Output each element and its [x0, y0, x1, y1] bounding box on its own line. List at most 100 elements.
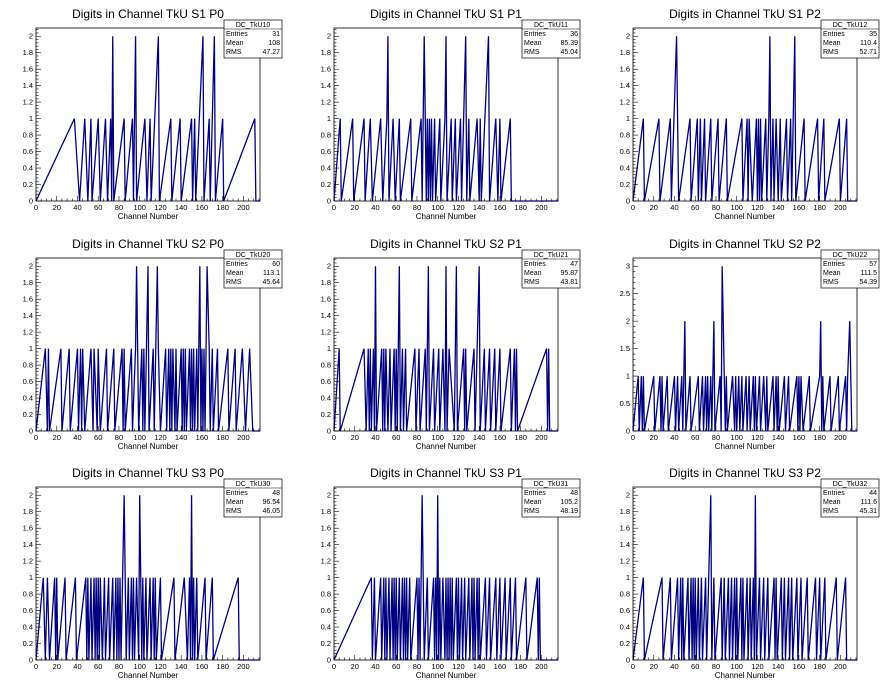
histogram-panel: Digits in Channel TkU S1 P20 20 40 60 80 100 1… — [620, 7, 880, 221]
x-tick-label: 40 — [73, 662, 81, 671]
stats-entries-value: 57 — [869, 261, 877, 268]
x-tick-label: 160 — [494, 203, 507, 212]
x-tick-label: 200 — [237, 662, 250, 671]
x-tick-label: 80 — [115, 203, 123, 212]
x-tick-label: 140 — [175, 433, 188, 442]
plot-frame — [35, 257, 261, 432]
x-tick-label: 0 — [34, 203, 38, 212]
x-tick-label: 40 — [371, 662, 379, 671]
stats-rms-value: 46.05 — [262, 508, 280, 515]
y-tick-label: 1.2 — [620, 98, 630, 107]
y-tick-label: 1 — [327, 114, 331, 123]
y-tick-label: 0 — [626, 656, 630, 665]
y-tick-label: 1.6 — [23, 65, 33, 74]
x-axis-label: Channel Number — [416, 212, 477, 221]
x-tick-label: 200 — [834, 433, 847, 442]
stats-rms-value: 43.81 — [560, 279, 578, 286]
x-axis-label: Channel Number — [416, 671, 477, 680]
x-tick-label: 60 — [392, 433, 400, 442]
x-tick-label: 60 — [94, 433, 102, 442]
x-tick-label: 200 — [237, 203, 250, 212]
x-tick-label: 20 — [53, 203, 61, 212]
x-axis-label: Channel Number — [118, 671, 179, 680]
x-tick-label: 80 — [712, 662, 720, 671]
histogram-title: Digits in Channel TkU S3 P0 — [72, 466, 224, 480]
x-tick-label: 140 — [473, 662, 486, 671]
y-tick-label: 1.8 — [321, 507, 331, 516]
plot-frame — [632, 27, 858, 202]
x-tick-label: 200 — [237, 433, 250, 442]
y-tick-label: 2 — [626, 491, 630, 500]
stats-mean-label: Mean — [226, 40, 244, 47]
histogram-panel: Digits in Channel TkU S3 P10 20 40 60 80 100 1… — [321, 466, 581, 680]
stats-name: DC_TkU31 — [534, 481, 569, 488]
stats-entries-label: Entries — [524, 261, 546, 268]
stats-rms-value: 45.64 — [262, 279, 280, 286]
y-tick-label: 0.4 — [23, 164, 33, 173]
y-tick-label: 1.6 — [620, 65, 630, 74]
x-tick-label: 160 — [793, 433, 806, 442]
stats-box-frame — [521, 19, 581, 59]
histogram-panel: Digits in Channel TkU S2 P20 20 40 60 80 100 1… — [620, 237, 880, 451]
x-tick-label: 40 — [73, 203, 81, 212]
y-tick-label: 1.6 — [620, 524, 630, 533]
x-tick-label: 100 — [133, 203, 146, 212]
plot-frame — [632, 257, 858, 432]
stats-mean-value: 111.6 — [861, 499, 878, 506]
x-tick-label: 200 — [535, 433, 548, 442]
y-tick-label: 0.4 — [620, 164, 630, 173]
y-tick-label: 1 — [29, 114, 33, 123]
y-tick-label: 0.8 — [620, 590, 630, 599]
stats-rms-value: 52.71 — [859, 49, 877, 56]
stats-mean-value: 111.5 — [861, 270, 878, 277]
y-tick-label: 0.2 — [321, 639, 331, 648]
x-tick-label: 180 — [514, 433, 527, 442]
stats-name: DC_TkU12 — [833, 22, 868, 29]
x-tick-label: 140 — [473, 433, 486, 442]
x-tick-label: 0 — [631, 203, 635, 212]
x-tick-label: 140 — [175, 203, 188, 212]
stats-mean-value: 110.4 — [860, 40, 877, 47]
stats-rms-label: RMS — [524, 49, 540, 56]
x-tick-label: 140 — [175, 662, 188, 671]
histogram-line — [632, 266, 857, 432]
y-tick-label: 0.2 — [321, 410, 331, 419]
stats-box: DC_TkU10 Entries 31 Mean 108 RMS 47.27 — [223, 19, 283, 59]
stats-name: DC_TkU30 — [236, 481, 271, 488]
stats-mean-label: Mean — [823, 270, 841, 277]
x-tick-label: 200 — [834, 662, 847, 671]
y-tick-label: 1.6 — [23, 524, 33, 533]
y-tick-label: 0.4 — [321, 394, 331, 403]
stats-entries-value: 31 — [272, 31, 280, 38]
x-tick-label: 100 — [730, 203, 743, 212]
stats-mean-label: Mean — [226, 499, 244, 506]
y-tick-label: 0.8 — [23, 131, 33, 140]
x-tick-label: 120 — [154, 662, 167, 671]
stats-entries-value: 48 — [272, 490, 280, 497]
x-tick-label: 140 — [772, 203, 785, 212]
x-tick-label: 160 — [196, 433, 209, 442]
histogram-title: Digits in Channel TkU S1 P2 — [669, 7, 821, 21]
histogram-line — [333, 266, 558, 432]
y-tick-label: 0.8 — [321, 590, 331, 599]
x-axis-label: Channel Number — [715, 212, 776, 221]
stats-rms-value: 48.19 — [560, 508, 578, 515]
x-tick-label: 120 — [154, 433, 167, 442]
stats-rms-label: RMS — [823, 508, 839, 515]
y-tick-label: 1.2 — [321, 557, 331, 566]
y-tick-label: 0.6 — [23, 377, 33, 386]
y-tick-label: 1.8 — [620, 48, 630, 57]
y-tick-label: 2 — [29, 491, 33, 500]
stats-mean-label: Mean — [524, 40, 542, 47]
y-tick-label: 1 — [29, 573, 33, 582]
stats-name: DC_TkU10 — [236, 22, 271, 29]
x-tick-label: 20 — [53, 433, 61, 442]
x-tick-label: 180 — [216, 662, 229, 671]
x-tick-label: 20 — [351, 433, 359, 442]
y-tick-label: 0.6 — [321, 606, 331, 615]
x-tick-label: 160 — [196, 203, 209, 212]
y-tick-label: 0.2 — [620, 639, 630, 648]
x-tick-label: 80 — [115, 662, 123, 671]
